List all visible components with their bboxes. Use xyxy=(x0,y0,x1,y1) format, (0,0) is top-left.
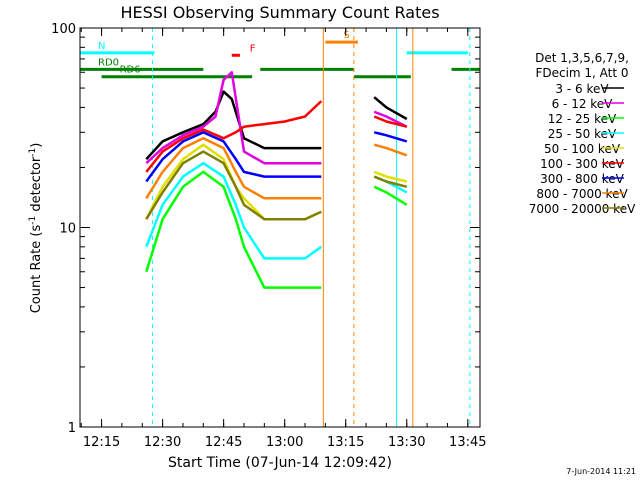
flag-label-rd0: RD0 xyxy=(98,57,119,68)
series-line-0 xyxy=(145,90,408,161)
plot-frame xyxy=(79,27,481,428)
legend-label-1: 6 - 12 keV xyxy=(552,97,614,111)
y-tick-label-1: 10 xyxy=(59,222,76,237)
flag-label-s: S xyxy=(343,30,349,41)
x-tick-label-0: 12:15 xyxy=(83,435,120,450)
y-tick-label-2: 100 xyxy=(51,22,76,37)
legend-label-5: 100 - 300 keV xyxy=(540,157,624,171)
legend-label-6: 300 - 800 keV xyxy=(540,172,624,186)
y-axis-label: Count Rate (s-1 detector-1) xyxy=(28,143,44,314)
flag-label-rd6: RD6 xyxy=(120,65,141,76)
legend-label-8: 7000 - 20000 keV xyxy=(529,202,636,216)
flag-label-f: F xyxy=(250,43,256,54)
series-line-2 xyxy=(145,170,408,289)
series-lines xyxy=(145,71,408,289)
x-tick-label-4: 13:15 xyxy=(327,435,364,450)
series-line-4 xyxy=(145,143,408,221)
y-axis-label-main: Count Rate (s xyxy=(29,225,44,314)
x-axis-ticks: 12:15 12:30 12:45 13:00 13:15 13:30 13:45 xyxy=(80,28,487,450)
flag-label-n: N xyxy=(98,41,105,52)
legend-label-4: 50 - 100 keV xyxy=(544,142,621,156)
legend-header-line1: Det 1,3,5,6,7,9, xyxy=(535,51,629,65)
x-tick-label-2: 12:45 xyxy=(205,435,242,450)
y-tick-label-0: 1 xyxy=(68,421,76,436)
legend-label-2: 12 - 25 keV xyxy=(548,112,617,126)
series-line-6 xyxy=(145,131,408,183)
series-line-1 xyxy=(145,71,408,165)
time-markers xyxy=(79,28,471,427)
x-tick-label-1: 12:30 xyxy=(144,435,181,450)
series-line-5 xyxy=(145,100,408,173)
series-line-7 xyxy=(145,137,408,200)
legend-header-line2: FDecim 1, Att 0 xyxy=(535,66,628,80)
chart-title: HESSI Observing Summary Count Rates xyxy=(120,3,439,22)
y-axis-label-tail-sup: -1 xyxy=(28,148,38,157)
legend-label-0: 3 - 6 keV xyxy=(555,82,609,96)
legend-label-7: 800 - 7000 keV xyxy=(536,187,628,201)
x-tick-label-3: 13:00 xyxy=(266,435,303,450)
x-axis-label: Start Time (07-Jun-14 12:09:42) xyxy=(168,455,392,471)
legend-label-3: 25 - 50 keV xyxy=(548,127,617,141)
timestamp: 7-Jun-2014 11:21 xyxy=(566,467,636,476)
x-tick-label-5: 13:30 xyxy=(388,435,425,450)
y-axis-label-tail: detector xyxy=(29,156,44,216)
y-axis-label-close: ) xyxy=(29,143,44,148)
y-axis-ticks: 1 10 100 xyxy=(51,22,480,436)
y-axis-label-sup: -1 xyxy=(28,216,38,225)
x-tick-label-6: 13:45 xyxy=(449,435,486,450)
series-line-8 xyxy=(145,150,408,221)
